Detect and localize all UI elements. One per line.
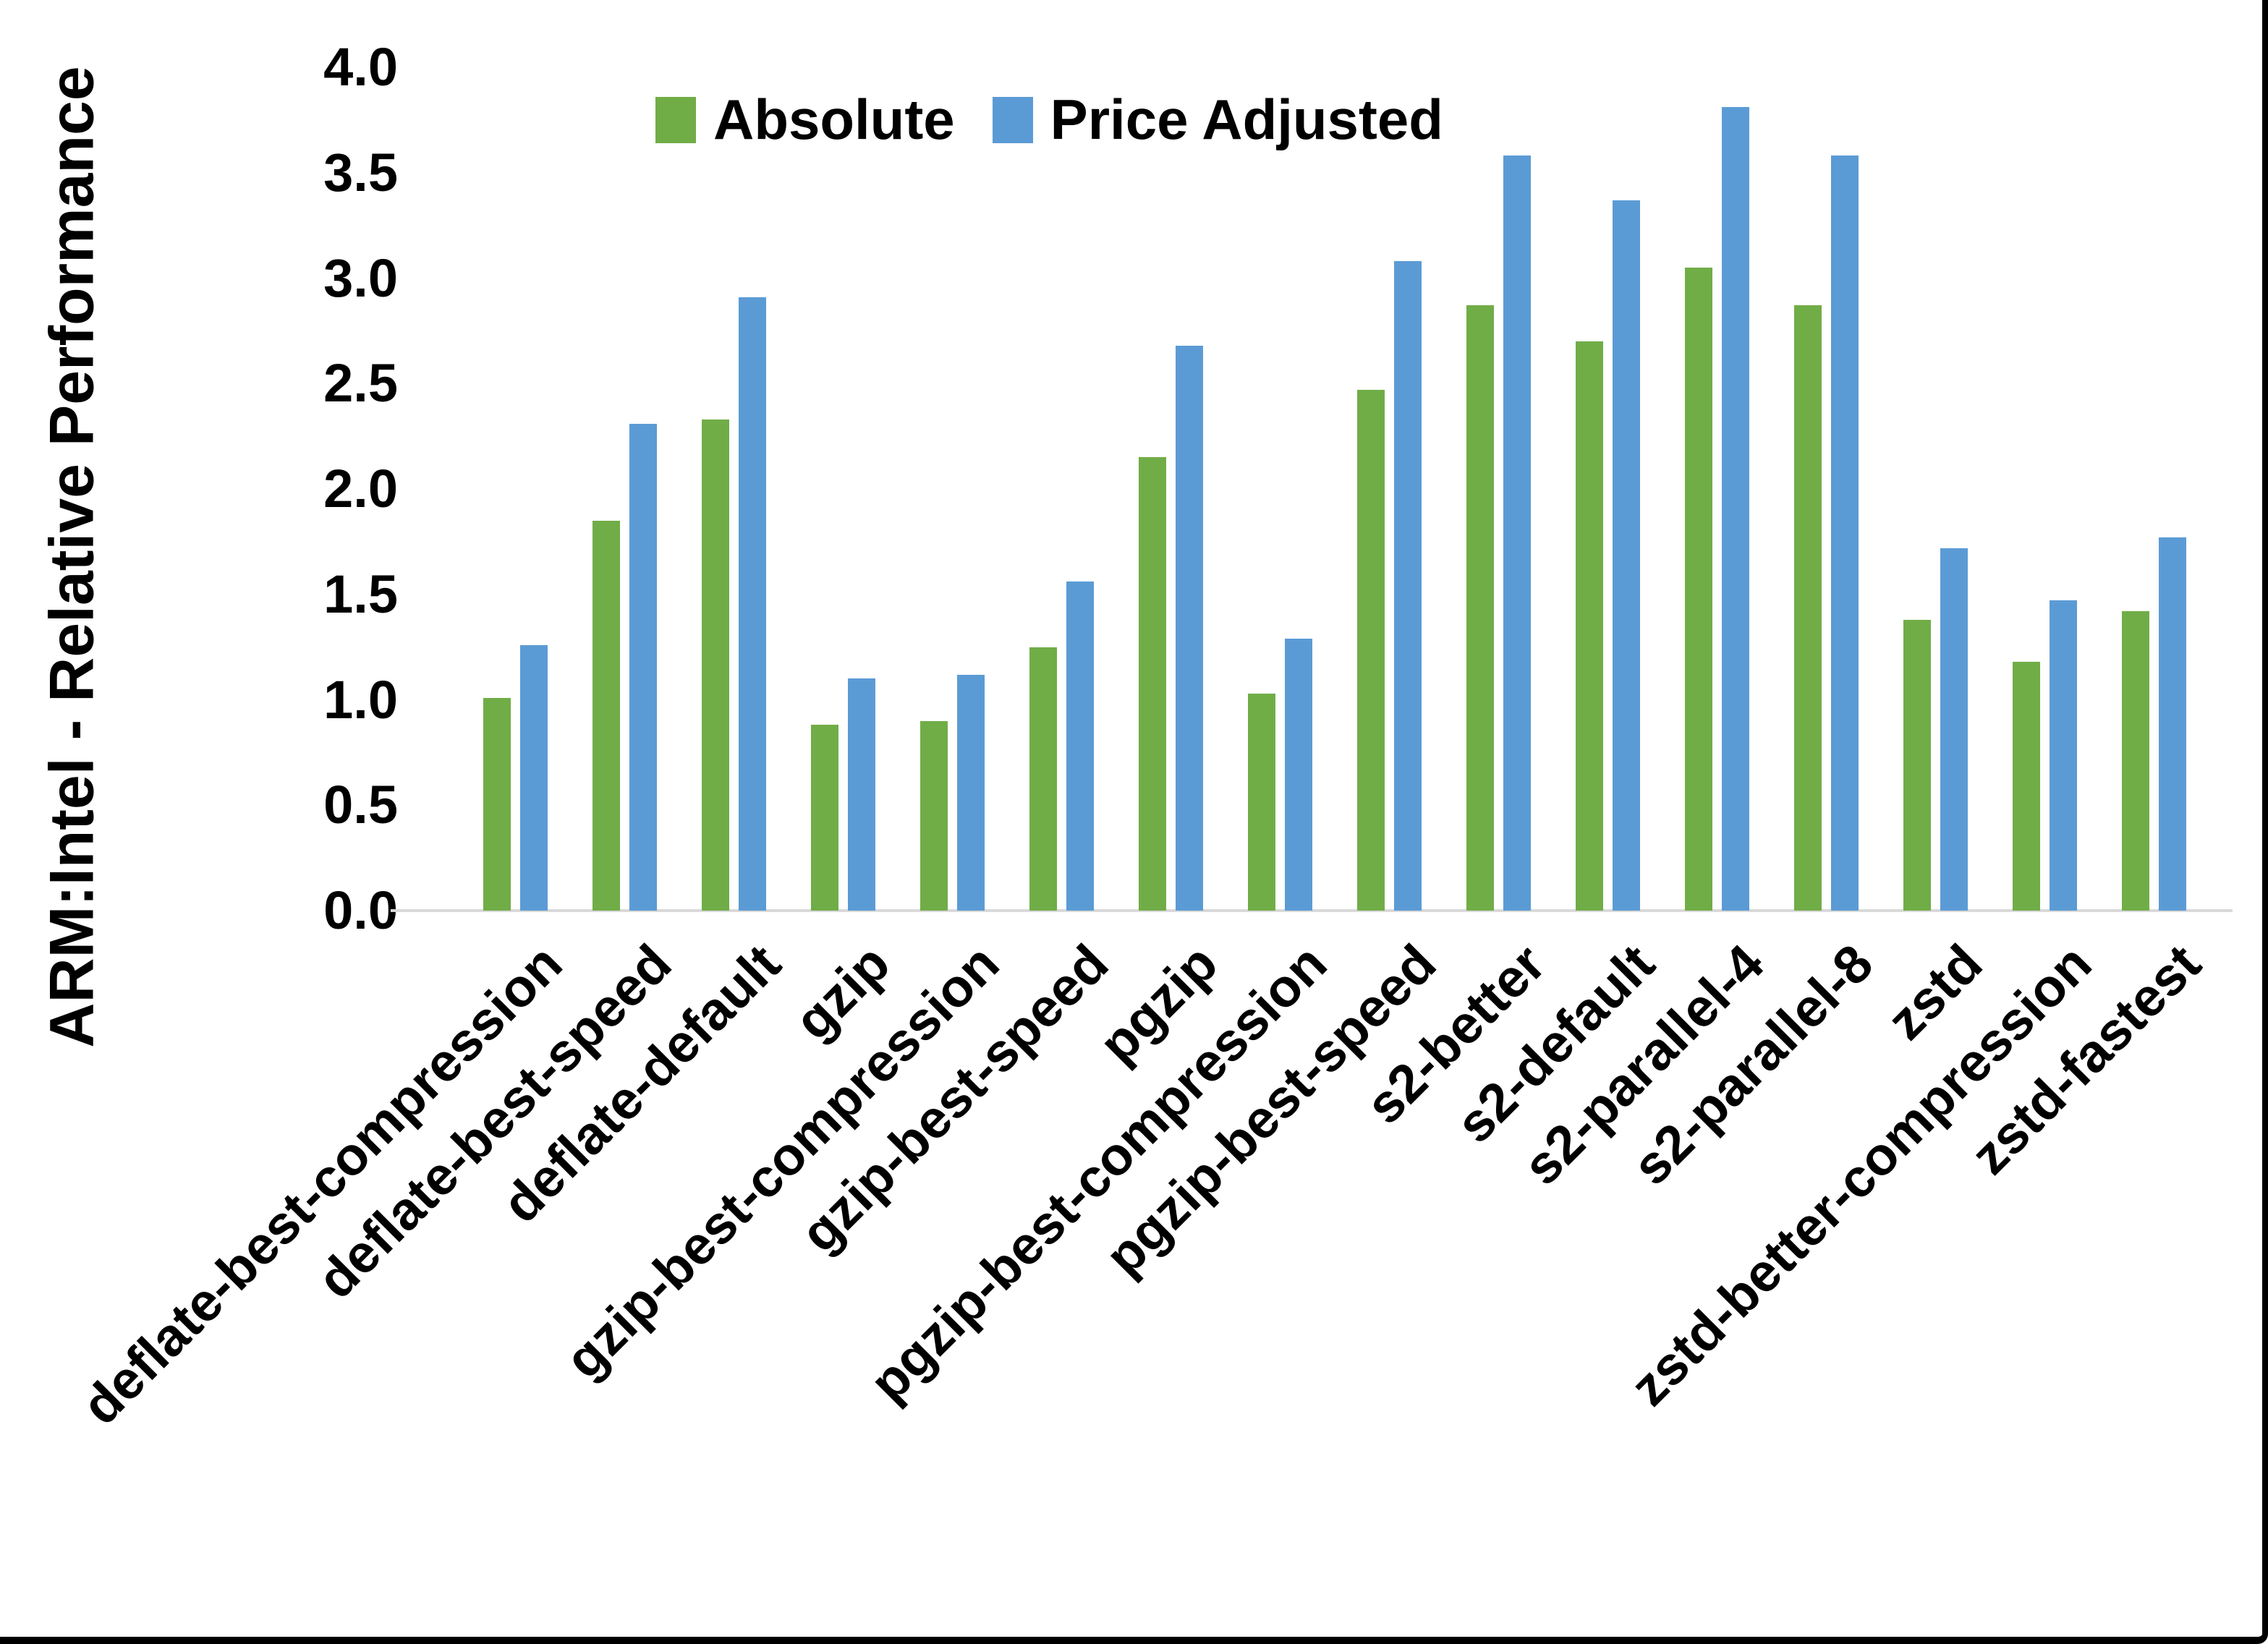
bar-absolute-s2-parallel-8 [1794,305,1822,911]
legend-label: Absolute [713,88,955,151]
bar-price-adjusted-s2-default [1613,200,1640,911]
bar-price-adjusted-zstd-better-compression [2050,600,2077,911]
legend-item-absolute: Absolute [655,87,955,153]
y-tick-label-3.5: 3.5 [323,142,398,203]
y-tick-label-4.0: 4.0 [323,37,398,97]
legend-item-price-adjusted: Price Adjusted [992,87,1443,153]
y-tick-label-2.5: 2.5 [323,353,398,414]
bar-price-adjusted-s2-better [1503,156,1531,911]
bar-absolute-zstd-better-compression [2013,662,2040,911]
bar-absolute-pgzip-best-speed [1357,390,1385,911]
bar-absolute-s2-parallel-4 [1685,268,1712,911]
y-tick-label-2.0: 2.0 [323,459,398,519]
legend-label: Price Adjusted [1050,88,1443,151]
bar-absolute-zstd [1903,620,1931,911]
bar-price-adjusted-gzip-best-speed [1066,582,1094,911]
bar-absolute-s2-better [1466,305,1494,911]
bar-absolute-gzip-best-speed [1029,647,1057,911]
bar-price-adjusted-gzip-best-compression [957,675,985,911]
bar-price-adjusted-pgzip [1176,346,1203,911]
bar-price-adjusted-zstd-fastest [2159,537,2186,911]
legend: Absolute Price Adjusted [655,87,1443,153]
bar-price-adjusted-s2-parallel-4 [1722,107,1749,911]
bar-price-adjusted-deflate-best-speed [629,424,657,911]
bar-price-adjusted-pgzip-best-speed [1394,261,1422,911]
bar-absolute-s2-default [1576,341,1603,911]
bar-price-adjusted-gzip [848,678,875,911]
bar-absolute-gzip [811,725,838,911]
y-tick-label-1.0: 1.0 [323,669,398,730]
y-tick-label-1.5: 1.5 [323,563,398,624]
bar-price-adjusted-pgzip-best-compression [1285,639,1312,911]
bar-absolute-deflate-default [702,419,729,911]
bar-price-adjusted-deflate-best-compression [520,645,548,911]
bar-absolute-zstd-fastest [2122,611,2149,911]
y-tick-label-0.0: 0.0 [323,880,398,940]
plot-area [464,67,2212,911]
bar-absolute-deflate-best-speed [593,521,620,911]
y-axis-title: ARM:Intel - Relative Performance [37,66,107,1048]
x-axis-line [391,909,2233,912]
bar-price-adjusted-zstd [1940,548,1968,911]
y-tick-label-0.5: 0.5 [323,775,398,835]
bar-price-adjusted-deflate-default [739,297,766,911]
legend-swatch-icon [992,96,1033,143]
legend-swatch-icon [655,96,696,143]
y-tick-label-3.0: 3.0 [323,247,398,308]
bar-absolute-gzip-best-compression [920,721,948,911]
bar-absolute-deflate-best-compression [483,698,511,911]
bar-price-adjusted-s2-parallel-8 [1831,156,1859,911]
bar-absolute-pgzip-best-compression [1248,694,1275,911]
bar-absolute-pgzip [1139,457,1166,911]
